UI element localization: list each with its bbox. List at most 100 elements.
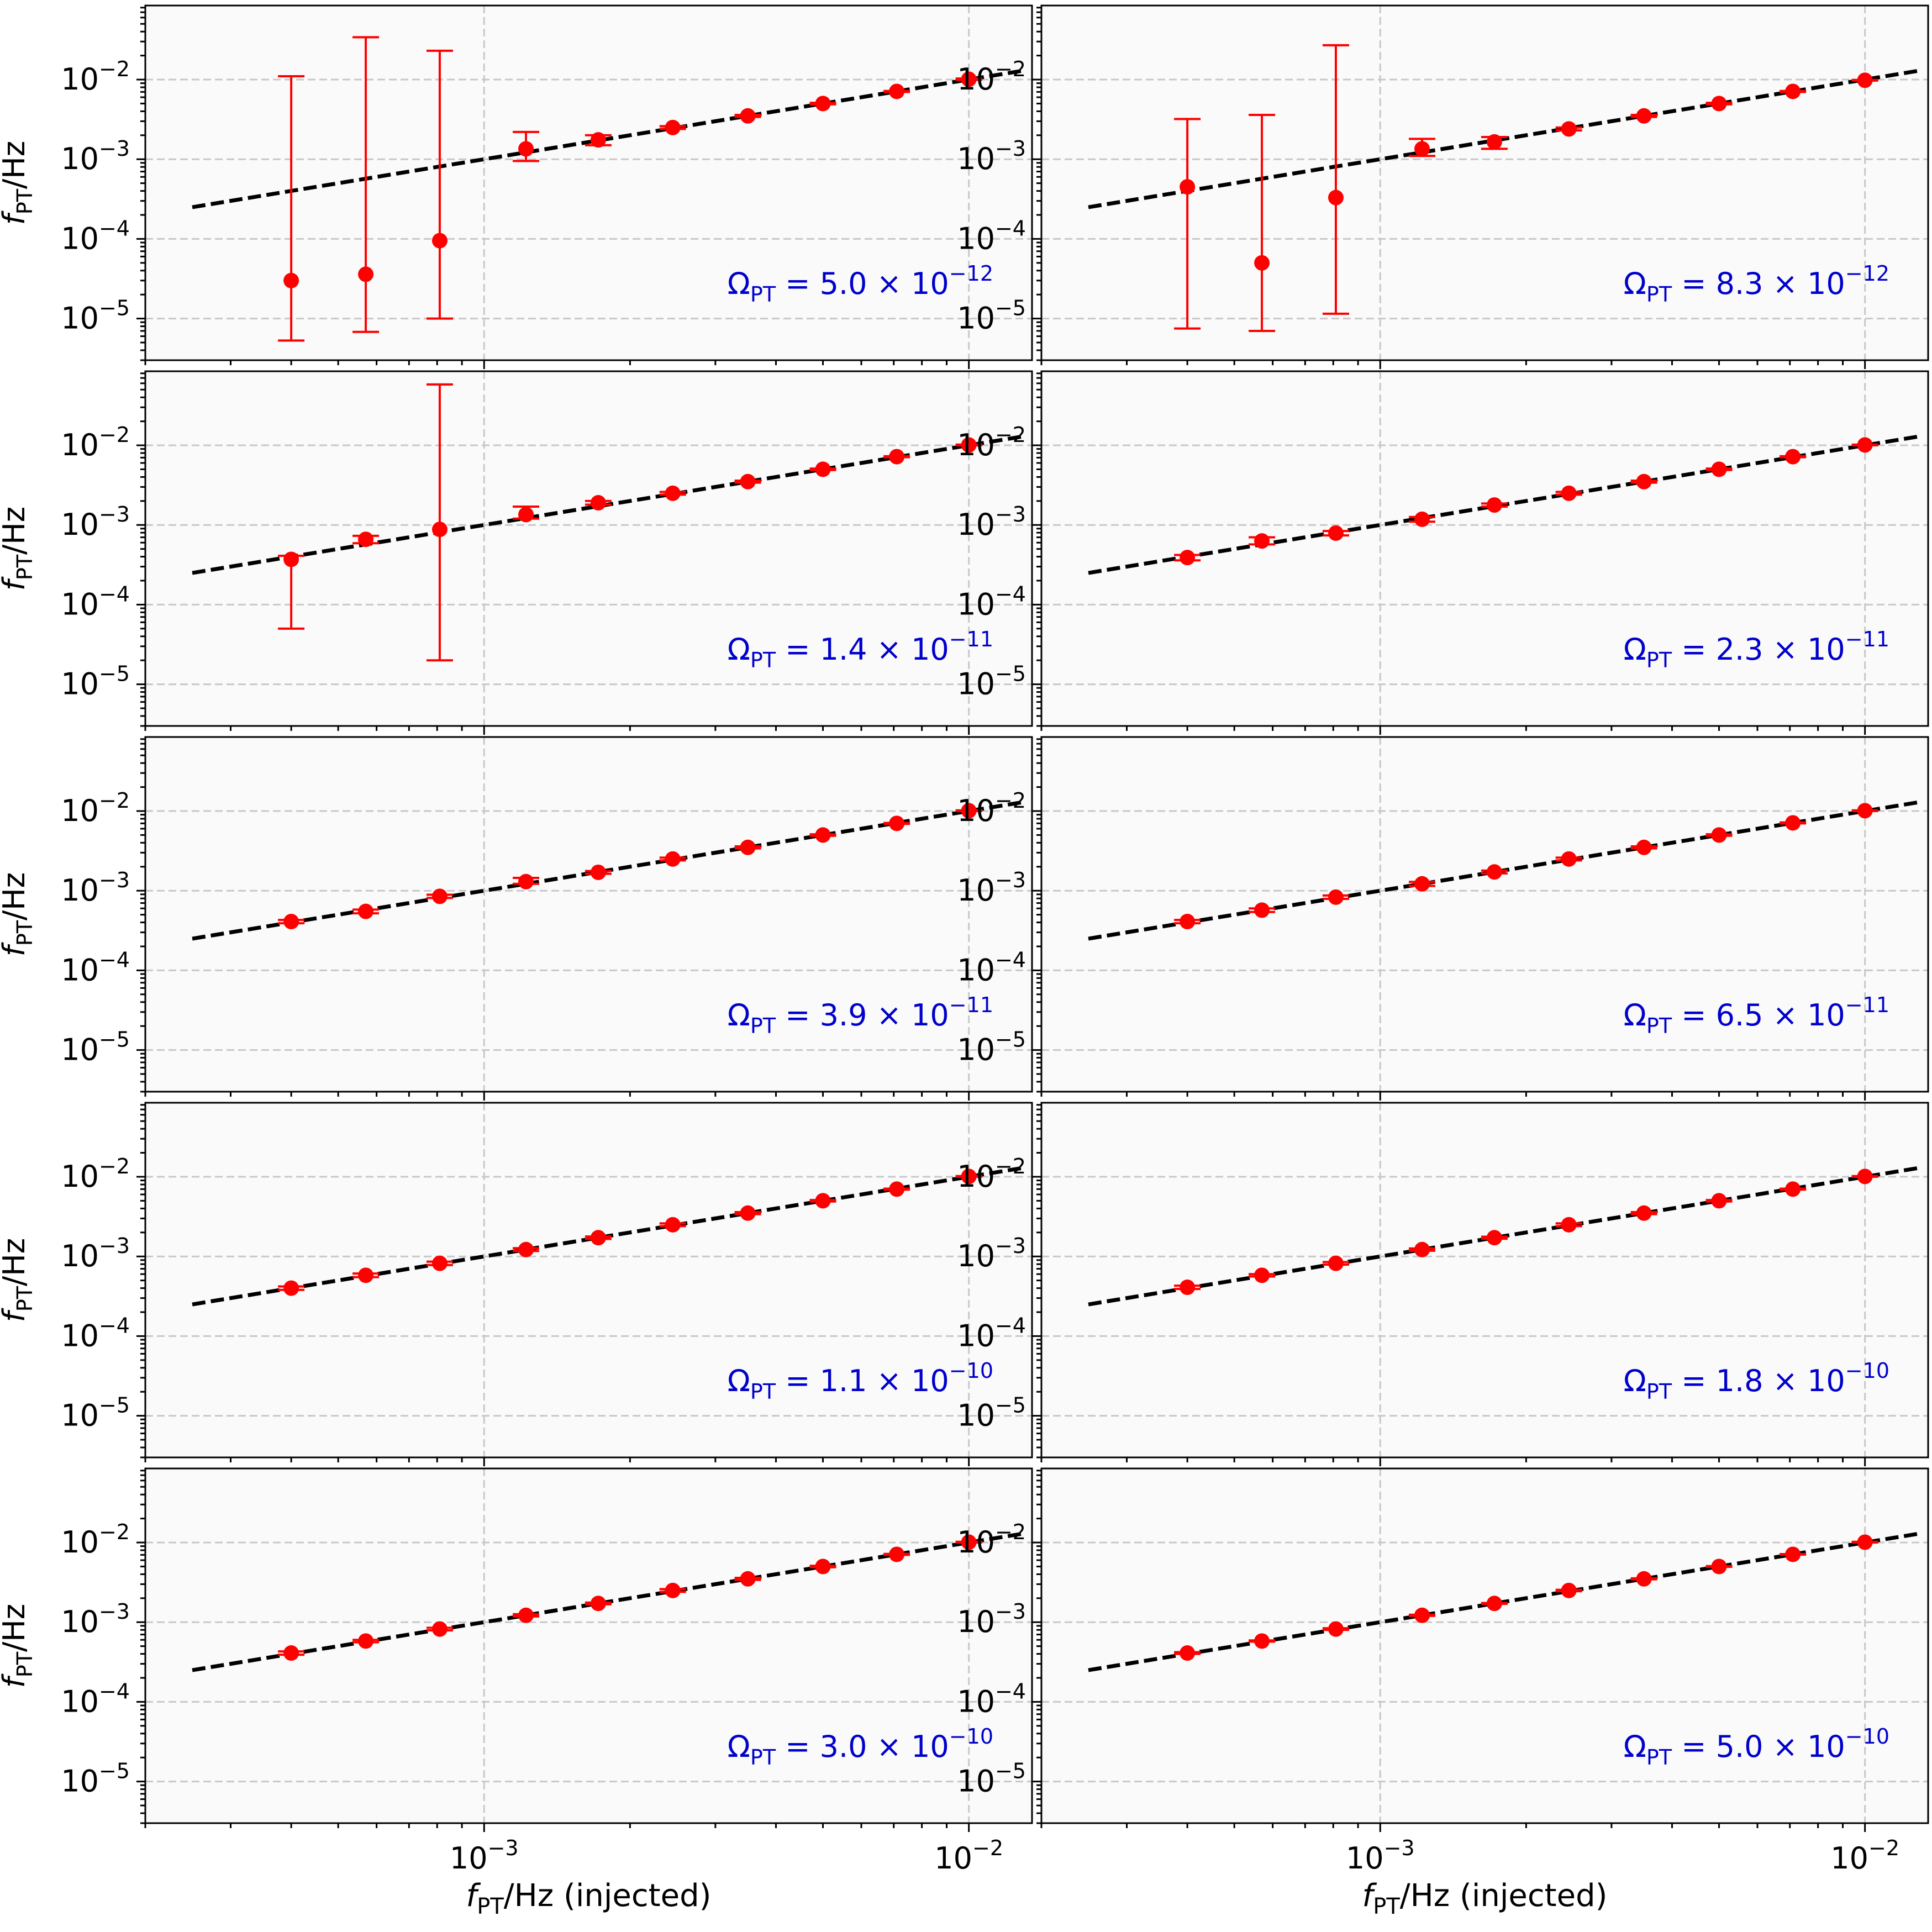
data-point	[431, 1621, 448, 1637]
y-tick-label: 10−5	[957, 1393, 1026, 1433]
plot-area	[145, 6, 1032, 360]
reference-line	[1088, 1531, 1921, 1672]
data-point	[590, 1596, 606, 1612]
data-point	[740, 108, 756, 124]
x-tick-label: 10−3	[450, 1836, 519, 1876]
y-tick-label: 10−5	[957, 1759, 1026, 1799]
y-tick-label: 10−3	[957, 1599, 1026, 1639]
data-point	[1414, 1607, 1430, 1623]
data-point	[1486, 134, 1502, 150]
x-tick-label: 10−2	[934, 1836, 1003, 1876]
omega-annotation: ΩPT = 1.8 × 10−10	[1624, 1359, 1889, 1404]
data-point	[815, 96, 831, 112]
subplot-7: 10−2 10−3 10−4 10−5 fPT/Hz ΩPT = 1.1 × 10−10	[0, 1102, 1033, 1466]
data-point	[431, 1255, 448, 1271]
data-point	[1254, 902, 1270, 918]
data-point	[1486, 1230, 1502, 1246]
data-point	[665, 1582, 681, 1598]
y-tick-label: 10−5	[61, 1393, 130, 1433]
y-tick-label: 10−4	[957, 1313, 1026, 1353]
data-point	[283, 272, 299, 288]
data-point	[1254, 533, 1270, 549]
axes-frame	[1040, 370, 1929, 727]
plot-area	[1041, 371, 1928, 726]
data-point	[590, 495, 606, 511]
data-point	[1857, 1168, 1873, 1185]
y-tick-label: 10−2	[61, 423, 130, 462]
y-axis-label: fPT/Hz	[0, 872, 37, 956]
plot-area	[145, 737, 1032, 1092]
subplot-8: 10−2 10−3 10−4 10−5 fPT/Hz ΩPT = 1.8 × 10−10	[0, 1102, 1929, 1466]
data-point	[518, 1241, 534, 1257]
axes-frame	[144, 370, 1033, 727]
y-tick-label: 10−4	[61, 582, 130, 622]
data-point	[431, 888, 448, 904]
y-tick-label: 10−2	[957, 423, 1026, 462]
y-tick-label: 10−4	[957, 1679, 1026, 1719]
y-axis-label: fPT/Hz	[0, 872, 37, 956]
y-tick-label: 10−5	[61, 1759, 130, 1799]
y-axis-label: fPT/Hz	[0, 141, 37, 225]
data-point	[518, 1607, 534, 1623]
data-point	[1180, 914, 1196, 930]
gridlines	[145, 737, 1032, 1092]
data-point	[1561, 1582, 1577, 1598]
y-tick-label: 10−5	[61, 662, 130, 702]
y-tick-label: 10−5	[957, 662, 1026, 702]
y-tick-label: 10−2	[61, 1154, 130, 1194]
y-axis-label: fPT/Hz	[0, 1604, 37, 1688]
data-point	[1785, 1181, 1801, 1197]
data-point	[1857, 1534, 1873, 1550]
y-tick-label: 10−4	[61, 1679, 130, 1719]
data-point	[1857, 72, 1873, 88]
y-tick-label: 10−3	[957, 136, 1026, 176]
data-point	[358, 266, 374, 282]
data-point	[961, 803, 977, 819]
data-point	[1561, 1217, 1577, 1233]
data-point	[815, 1559, 831, 1575]
data-point	[1785, 815, 1801, 831]
data-point	[1414, 876, 1430, 892]
x-tick-label: 10−3	[1346, 1836, 1415, 1876]
data-point	[1711, 461, 1727, 477]
data-point	[889, 83, 905, 99]
data-point	[1414, 141, 1430, 157]
data-point	[815, 1193, 831, 1209]
y-tick-label: 10−5	[957, 1028, 1026, 1067]
data-point	[1857, 437, 1873, 453]
data-point	[1254, 1267, 1270, 1283]
y-tick-label: 10−3	[61, 868, 130, 908]
y-tick-label: 10−2	[957, 1154, 1026, 1194]
data-point	[1180, 1280, 1196, 1296]
data-point	[1180, 1645, 1196, 1661]
error-bar	[1249, 113, 1276, 332]
data-point	[1328, 889, 1344, 905]
y-tick-label: 10−5	[957, 296, 1026, 336]
y-tick-label: 10−2	[61, 788, 130, 828]
gridlines	[145, 1468, 1032, 1823]
y-tick-label: 10−4	[957, 947, 1026, 987]
data-point	[1636, 108, 1652, 124]
omega-annotation: ΩPT = 1.4 × 10−11	[728, 627, 993, 672]
y-tick-label: 10−3	[61, 1599, 130, 1639]
error-bar	[426, 49, 453, 320]
gridlines	[1041, 1468, 1928, 1823]
x-axis-label: fPT/Hz (injected)	[1362, 1878, 1608, 1919]
subplot-4: 10−2 10−3 10−4 10−5 fPT/Hz ΩPT = 2.3 × 10−11	[0, 370, 1929, 735]
y-tick-label: 10−5	[61, 1028, 130, 1067]
data-point	[665, 119, 681, 135]
data-point	[283, 914, 299, 930]
subplot-9: 10−2 10−3 10−4 10−5 fPT/Hz 10−3 10−2 ΩPT = 3.0 …	[0, 1467, 1033, 1876]
error-bar	[278, 75, 305, 342]
data-point	[1414, 1241, 1430, 1257]
omega-annotation: ΩPT = 6.5 × 10−11	[1624, 993, 1889, 1038]
gridlines	[145, 371, 1032, 726]
data-point	[1254, 1633, 1270, 1649]
subplot-3: 10−2 10−3 10−4 10−5 fPT/Hz ΩPT = 1.4 × 10−11	[0, 370, 1033, 735]
y-axis-label: fPT/Hz	[0, 1238, 37, 1322]
axes-frame	[144, 1467, 1033, 1824]
y-tick-label: 10−4	[957, 216, 1026, 256]
plot-area	[1041, 1103, 1928, 1457]
data-point	[665, 851, 681, 867]
